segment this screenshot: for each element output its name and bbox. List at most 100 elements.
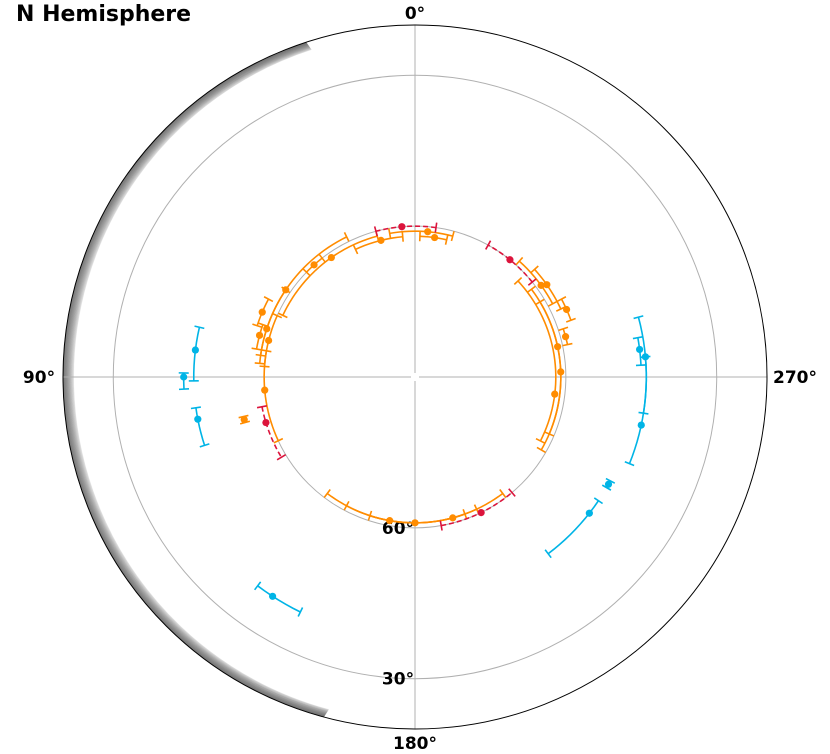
horizon-shading-line (66, 44, 326, 715)
error-cap (254, 362, 265, 365)
error-cap (388, 228, 392, 239)
error-cap (547, 300, 558, 307)
horizon-shading-line (65, 44, 326, 716)
horizon-shading-line (66, 44, 326, 715)
data-point (477, 508, 485, 517)
horizon-shading-line (67, 44, 327, 715)
data-point (258, 308, 266, 316)
data-point (551, 390, 559, 398)
data-point (585, 509, 593, 517)
error-arc (441, 491, 513, 527)
error-cap (255, 353, 266, 357)
horizon-shading-line (69, 46, 328, 713)
horizon-shading-line (70, 47, 328, 712)
theta-tick-label: 90° (23, 368, 55, 388)
error-cap (536, 446, 547, 454)
horizon-shading-line (67, 45, 327, 714)
horizon-shading-line (64, 43, 325, 716)
data-point (261, 386, 269, 394)
data-point (240, 415, 248, 424)
error-cap (526, 285, 536, 293)
error-cap (194, 325, 205, 330)
data-point (398, 223, 406, 231)
error-cap (593, 497, 604, 505)
error-cap (276, 454, 287, 461)
error-cap (544, 431, 555, 437)
data-point (180, 373, 188, 381)
error-cap (277, 312, 288, 319)
error-cap (178, 388, 190, 391)
data-point (561, 333, 570, 341)
horizon-shading-line (64, 43, 325, 717)
data-point (543, 281, 551, 289)
horizon-shading-line (66, 44, 326, 715)
radial-tick-label: 30° (382, 670, 414, 690)
error-cap (605, 477, 616, 484)
data-point (327, 253, 335, 262)
error-cap (253, 581, 262, 591)
error-cap (485, 240, 492, 250)
horizon-shading-line (68, 45, 327, 714)
data-point (268, 592, 277, 600)
error-cap (530, 265, 539, 274)
horizon-shading-line (66, 44, 326, 715)
error-cap (558, 326, 569, 332)
error-cap (515, 256, 524, 266)
error-cap (281, 286, 291, 294)
data-point (424, 228, 432, 236)
error-cap (318, 253, 326, 263)
horizon-shading-line (67, 45, 327, 714)
error-arc (192, 327, 201, 381)
outer-boundary (62, 24, 768, 730)
error-cap (401, 231, 404, 242)
error-arc (517, 280, 557, 442)
error-cap (635, 364, 647, 367)
error-cap (535, 437, 546, 444)
horizon-shading-line (72, 48, 329, 711)
error-cap (439, 520, 443, 531)
error-cap (373, 226, 379, 237)
horizon-shading-line (73, 49, 329, 710)
error-arc (547, 500, 600, 555)
error-cap (261, 349, 272, 353)
error-cap (252, 323, 263, 329)
error-cap (565, 317, 576, 323)
data-point (506, 256, 514, 264)
data-point (262, 418, 270, 427)
data-point (604, 480, 613, 488)
error-arc (530, 288, 562, 435)
data-point (310, 261, 318, 269)
horizon-shading-line (64, 42, 325, 717)
data-point (637, 421, 645, 429)
error-cap (562, 342, 573, 347)
horizon-shading-line (69, 46, 328, 713)
error-cap (633, 315, 644, 320)
error-cap (199, 443, 210, 448)
error-arc (375, 225, 437, 233)
error-arc (533, 268, 562, 310)
data-point (641, 353, 650, 361)
error-arc (263, 350, 280, 442)
error-cap (444, 234, 449, 245)
error-arc (195, 407, 206, 446)
error-cap (251, 347, 262, 351)
data-point (635, 345, 644, 354)
horizon-shading-line (72, 48, 329, 711)
error-cap (367, 510, 373, 521)
data-point (430, 233, 439, 242)
error-arc (518, 260, 554, 305)
horizon-shading-line (71, 48, 329, 712)
horizon-shading-line (68, 45, 327, 714)
horizon-shading-line (72, 48, 329, 711)
chart-title: N Hemisphere (16, 2, 192, 27)
error-cap (527, 278, 537, 286)
horizon-shading-line (69, 46, 328, 713)
horizon-shading-line (68, 46, 327, 714)
error-cap (256, 405, 268, 409)
error-cap (302, 268, 311, 277)
horizon-shading-line (71, 47, 328, 712)
data-point (255, 331, 264, 339)
data-point (263, 325, 271, 333)
horizon-shading-line (70, 47, 328, 712)
